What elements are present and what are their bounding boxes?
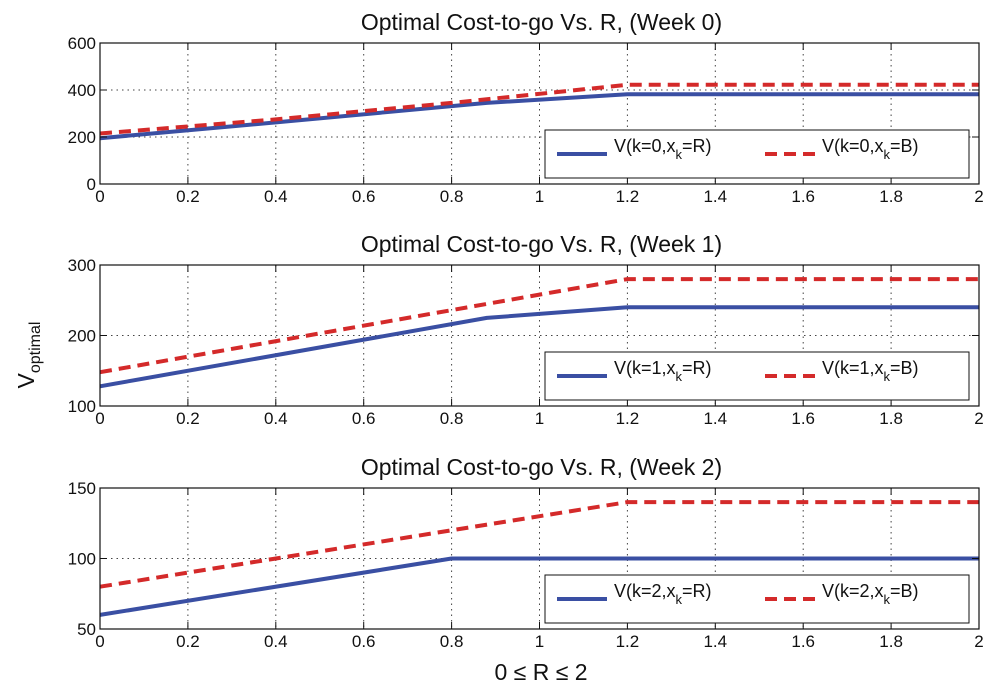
legend-label-main: V(k=2,x xyxy=(614,581,676,601)
y-axis-label: Voptimal xyxy=(13,322,44,389)
y-tick-label: 100 xyxy=(68,397,96,416)
x-tick-label: 0.6 xyxy=(352,187,376,206)
panels: 0 0.2 0.4 0.6 0.8 1 1.2 1.4 1.6 1.8 20200400600Opt… xyxy=(68,9,984,651)
legend-label-main: V(k=1,x xyxy=(822,358,884,378)
x-tick-label: 0 xyxy=(95,187,104,206)
legend-label: V(k=2,xk=B) xyxy=(822,581,919,607)
x-tick-label: 0.8 xyxy=(440,632,464,651)
series-line-r xyxy=(99,556,979,617)
x-tick-label: 1 xyxy=(535,632,544,651)
x-tick-label: 0.2 xyxy=(176,187,200,206)
legend-label-sub: k xyxy=(884,369,891,384)
series-line-b xyxy=(99,82,979,136)
x-tick-label: 1.2 xyxy=(616,187,640,206)
x-tick-label: 1.6 xyxy=(791,409,815,428)
legend-label-tail: =R) xyxy=(682,358,712,378)
chart-panel-1: 0 0.2 0.4 0.6 0.8 1 1.2 1.4 1.6 1.8 2 100 200 300 Opti… xyxy=(68,231,984,428)
x-tick-label: 1.4 xyxy=(703,409,727,428)
chart-title: Optimal Cost-to-go Vs. R, (Week 1) xyxy=(361,231,722,257)
legend-label-sub: k xyxy=(884,147,891,162)
x-tick-label: 0.4 xyxy=(264,409,288,428)
y-axis-label-sub: optimal xyxy=(27,322,44,374)
x-axis-label: 0 ≤ R ≤ 2 xyxy=(495,659,588,685)
legend-label: V(k=0,xk=B) xyxy=(822,136,919,162)
legend-label-main: V(k=1,x xyxy=(614,358,676,378)
legend-label-sub: k xyxy=(676,369,683,384)
x-tick-label: 1.6 xyxy=(791,632,815,651)
legend-label-tail: =R) xyxy=(682,581,712,601)
chart-panel-2: 0 0.2 0.4 0.6 0.8 1 1.2 1.4 1.6 1.8 2 50 100 150 Optim… xyxy=(68,454,984,651)
x-tick-label: 0.4 xyxy=(264,187,288,206)
y-axis-label-main: V xyxy=(13,372,39,388)
x-tick-label: 0.4 xyxy=(264,632,288,651)
legend-label-tail: =R) xyxy=(682,136,712,156)
x-tick-label: 2 xyxy=(974,632,983,651)
y-tick-label: 100 xyxy=(68,550,96,569)
y-tick-label: 300 xyxy=(68,256,96,275)
x-tick-label: 1.8 xyxy=(879,632,903,651)
series-line-r xyxy=(99,305,979,389)
chart-title: Optimal Cost-to-go Vs. R, (Week 0) xyxy=(361,9,722,35)
x-tick-label: 0.2 xyxy=(176,632,200,651)
legend-box xyxy=(544,574,970,624)
x-tick-label: 2 xyxy=(974,187,983,206)
x-tick-label: 1 xyxy=(535,187,544,206)
legend-label-tail: =B) xyxy=(890,136,919,156)
legend-label-tail: =B) xyxy=(890,358,919,378)
x-tick-label: 0.2 xyxy=(176,409,200,428)
y-tick-label: 600 xyxy=(68,34,96,53)
legend-label-sub: k xyxy=(676,147,683,162)
legend-label-main: V(k=0,x xyxy=(614,136,676,156)
y-tick-label: 200 xyxy=(68,128,96,147)
y-tick-label: 0 xyxy=(87,175,96,194)
legend-label-sub: k xyxy=(884,592,891,607)
x-tick-label: 2 xyxy=(974,409,983,428)
x-tick-label: 1 xyxy=(535,409,544,428)
series-line-b xyxy=(99,500,979,589)
legend-label-main: V(k=0,x xyxy=(822,136,884,156)
y-tick-label: 200 xyxy=(68,327,96,346)
y-tick-label: 400 xyxy=(68,81,96,100)
x-tick-label: 0 xyxy=(95,632,104,651)
chart-title: Optimal Cost-to-go Vs. R, (Week 2) xyxy=(361,454,722,480)
x-tick-label: 0.8 xyxy=(440,409,464,428)
legend: V(k=2,xk=R) V(k=2,xk=B) xyxy=(544,574,970,624)
x-tick-label: 1.2 xyxy=(616,409,640,428)
legend: V(k=0,xk=R) V(k=0,xk=B) xyxy=(544,129,970,179)
legend-label: V(k=1,xk=B) xyxy=(822,358,919,384)
x-tick-label: 1.2 xyxy=(616,632,640,651)
x-tick-label: 0 xyxy=(95,409,104,428)
legend-box xyxy=(544,351,970,401)
series-line-b xyxy=(99,277,979,375)
legend-label-main: V(k=2,x xyxy=(822,581,884,601)
x-tick-label: 0.6 xyxy=(352,632,376,651)
legend-label: V(k=0,xk=R) xyxy=(614,136,712,162)
legend-label: V(k=1,xk=R) xyxy=(614,358,712,384)
y-tick-label: 50 xyxy=(77,620,96,639)
x-tick-label: 1.8 xyxy=(879,187,903,206)
legend-label-tail: =B) xyxy=(890,581,919,601)
x-tick-label: 0.6 xyxy=(352,409,376,428)
legend-box xyxy=(544,129,970,179)
y-tick-label: 150 xyxy=(68,479,96,498)
legend-label-sub: k xyxy=(676,592,683,607)
x-tick-label: 1.4 xyxy=(703,187,727,206)
chart-panel-0: 0 0.2 0.4 0.6 0.8 1 1.2 1.4 1.6 1.8 2 0 200 400 600 Opt… xyxy=(68,9,984,206)
x-tick-label: 1.4 xyxy=(703,632,727,651)
series-line-r xyxy=(99,92,979,141)
x-tick-label: 1.8 xyxy=(879,409,903,428)
legend: V(k=1,xk=R) V(k=1,xk=B) xyxy=(544,351,970,401)
x-tick-label: 1.6 xyxy=(791,187,815,206)
legend-label: V(k=2,xk=R) xyxy=(614,581,712,607)
x-tick-label: 0.8 xyxy=(440,187,464,206)
